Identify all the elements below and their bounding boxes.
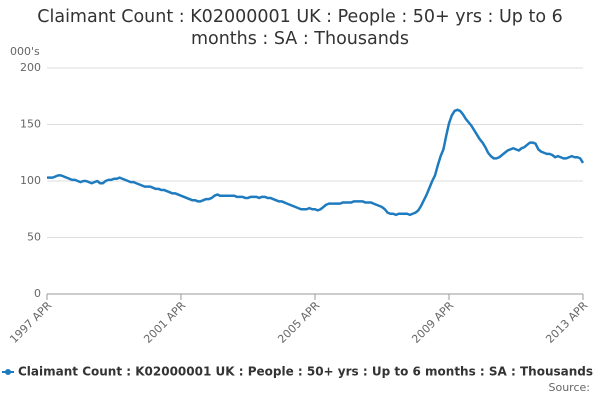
y-tick-label: 50 [27,231,41,244]
series-line [47,108,585,217]
x-tick-label: 2009 APR [409,299,456,346]
legend-label: Claimant Count : K02000001 UK : People :… [18,365,593,379]
y-tick-label: 0 [34,287,41,300]
y-tick-label: 200 [20,61,41,74]
y-axis-label: 000's [10,45,40,58]
y-tick-label: 150 [20,118,41,131]
source: Source: [549,381,591,394]
y-tick-label: 100 [20,174,41,187]
x-tick-label: 2005 APR [275,299,322,346]
legend-marker [5,369,11,375]
x-tick-label: 1997 APR [7,299,54,346]
chart-title: Claimant Count : K02000001 UK : People :… [37,7,563,49]
x-tick-label: 2013 APR [543,299,590,346]
x-tick-label: 2001 APR [141,299,188,346]
